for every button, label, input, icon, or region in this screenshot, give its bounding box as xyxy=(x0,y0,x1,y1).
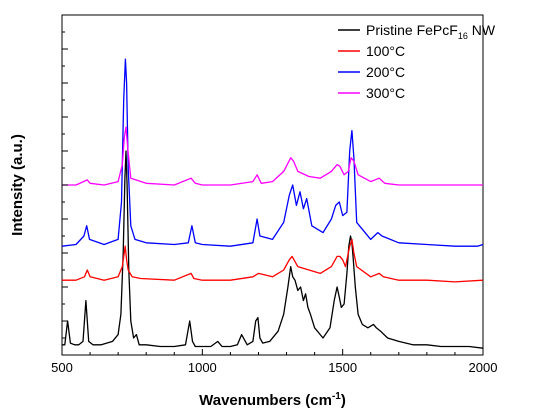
series-line-1 xyxy=(62,238,484,283)
legend-label-2: 200°C xyxy=(366,64,405,80)
plot-area: 500 1000 1500 2000 xyxy=(51,14,497,375)
series-group xyxy=(61,58,484,349)
x-axis-ticks: 500 1000 1500 2000 xyxy=(51,349,497,375)
legend-label-0: Pristine FePcF16 NW xyxy=(366,22,496,41)
x-tick-label: 500 xyxy=(51,360,73,375)
series-line-3 xyxy=(62,126,483,186)
series-line-2 xyxy=(61,58,484,247)
x-tick-label: 2000 xyxy=(469,360,498,375)
legend-label-3: 300°C xyxy=(366,85,405,101)
legend-label-1: 100°C xyxy=(366,43,405,59)
x-tick-label: 1000 xyxy=(188,360,217,375)
y-axis-ticks xyxy=(62,14,68,356)
x-axis-title: Wavenumbers (cm-1) xyxy=(199,391,346,409)
y-axis-title: Intensity (a.u.) xyxy=(9,134,26,236)
x-tick-label: 1500 xyxy=(328,360,357,375)
x-axis-title-superscript: -1 xyxy=(332,391,341,402)
legend: Pristine FePcF16 NW 100°C 200°C 300°C xyxy=(338,22,496,101)
